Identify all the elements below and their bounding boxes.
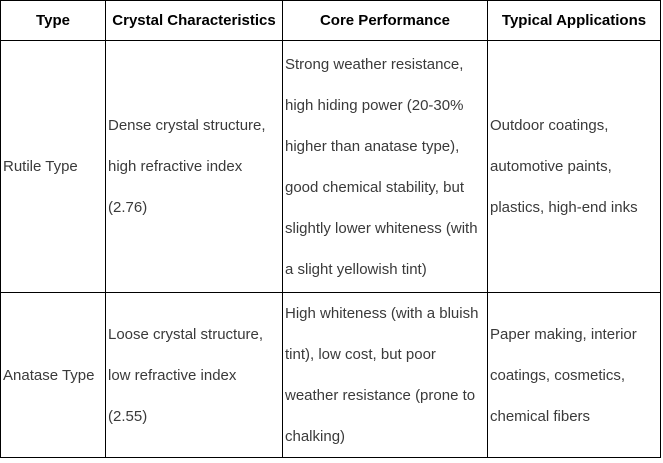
header-typical-applications: Typical Applications: [487, 0, 661, 41]
cell-rutile-core-performance: Strong weather resistance, high hiding p…: [282, 40, 488, 293]
cell-rutile-type: Rutile Type: [0, 40, 106, 293]
table-row-anatase: Anatase Type Loose crystal structure, lo…: [0, 292, 661, 458]
cell-rutile-crystal-characteristics: Dense crystal structure, high refractive…: [105, 40, 283, 293]
cell-rutile-typical-applications: Outdoor coatings, automotive paints, pla…: [487, 40, 661, 293]
header-core-performance: Core Performance: [282, 0, 488, 41]
table-row-rutile: Rutile Type Dense crystal structure, hig…: [0, 40, 661, 293]
header-crystal-characteristics: Crystal Characteristics: [105, 0, 283, 41]
cell-anatase-crystal-characteristics: Loose crystal structure, low refractive …: [105, 292, 283, 458]
cell-anatase-typical-applications: Paper making, interior coatings, cosmeti…: [487, 292, 661, 458]
cell-anatase-core-performance: High whiteness (with a bluish tint), low…: [282, 292, 488, 458]
cell-anatase-type: Anatase Type: [0, 292, 106, 458]
header-type: Type: [0, 0, 106, 41]
table-header-row: Type Crystal Characteristics Core Perfor…: [0, 0, 661, 41]
